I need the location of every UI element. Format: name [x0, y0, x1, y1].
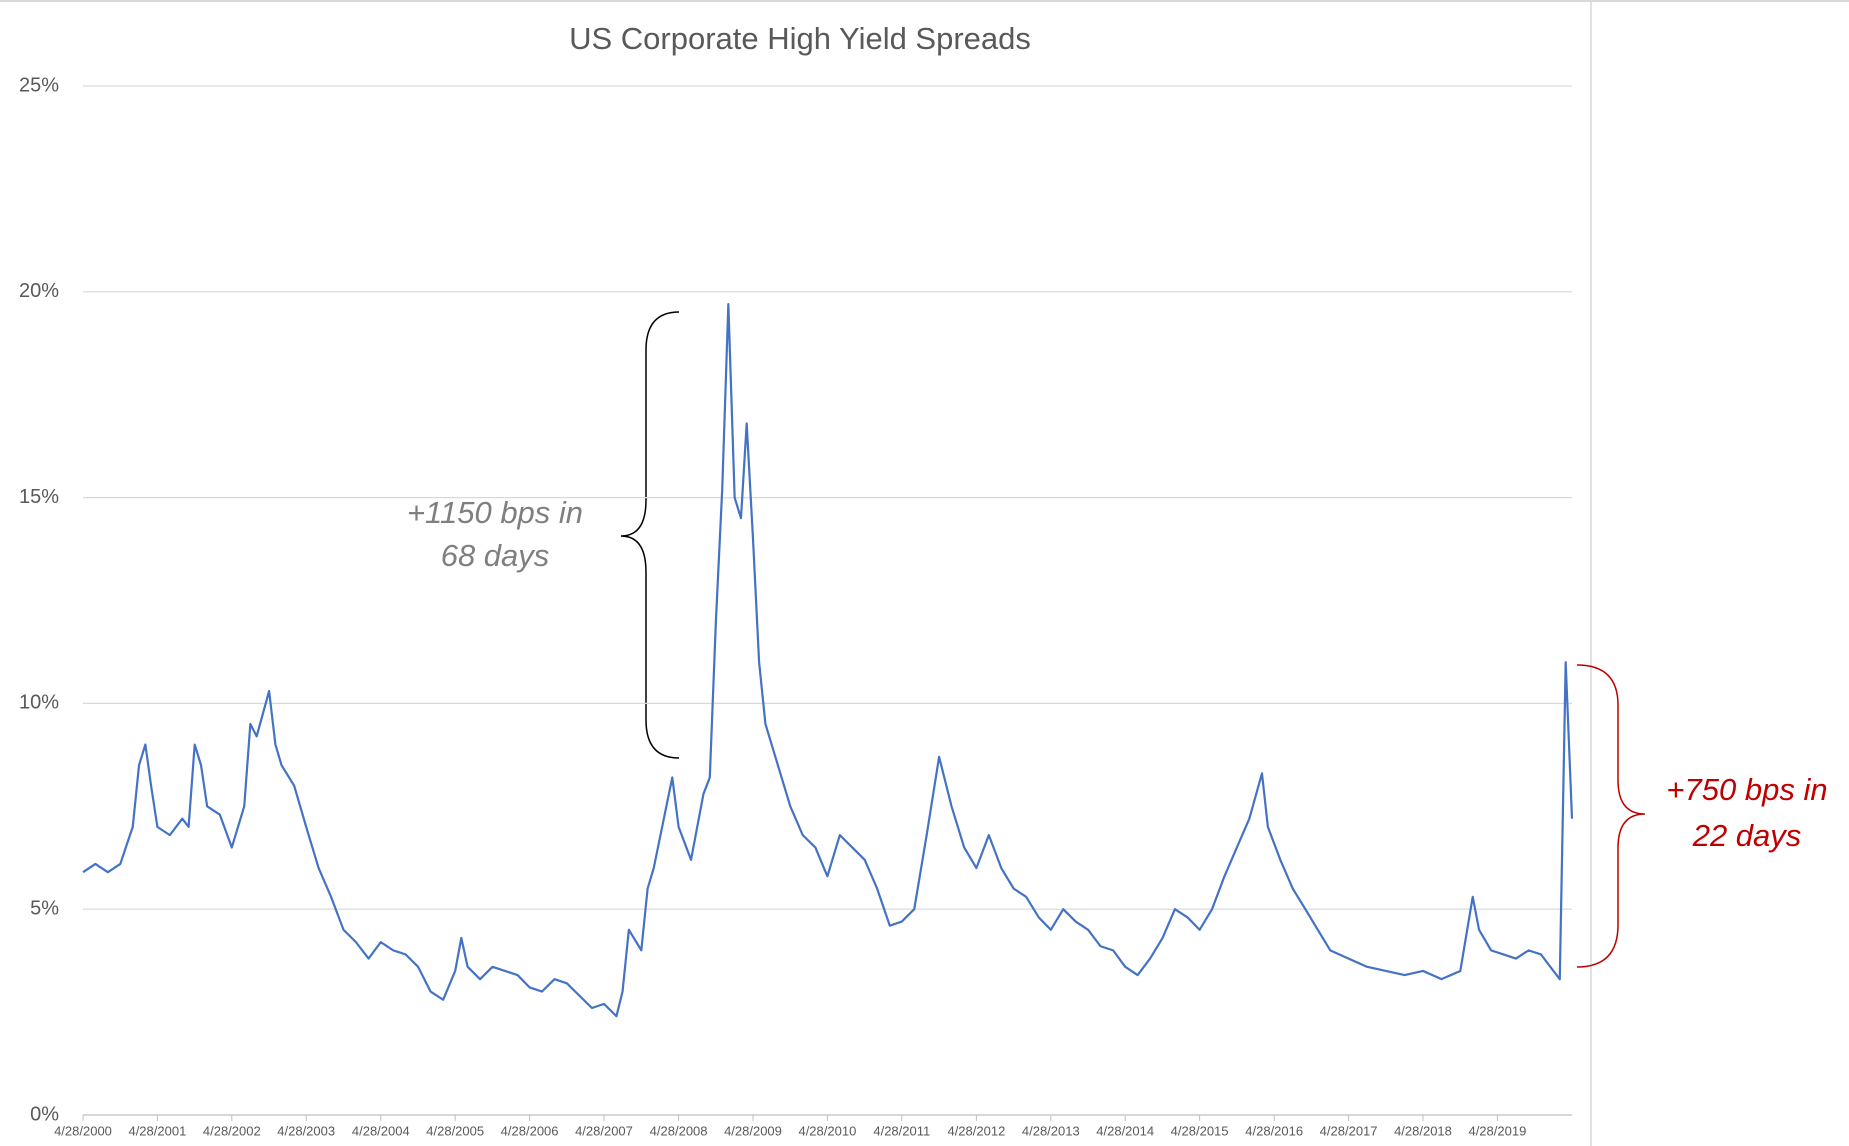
x-tick-label: 4/28/2005 — [426, 1123, 484, 1138]
x-tick-label: 4/28/2001 — [128, 1123, 186, 1138]
y-tick-label: 0% — [30, 1103, 59, 1125]
x-tick-label: 4/28/2019 — [1468, 1123, 1526, 1138]
x-tick-label: 4/28/2006 — [501, 1123, 559, 1138]
brace — [620, 311, 680, 759]
chart-title: US Corporate High Yield Spreads — [569, 21, 1031, 56]
x-tick-label: 4/28/2007 — [575, 1123, 633, 1138]
x-tick-label: 4/28/2009 — [724, 1123, 782, 1138]
x-tick-label: 4/28/2010 — [798, 1123, 856, 1138]
x-tick-label: 4/28/2003 — [277, 1123, 335, 1138]
x-tick-label: 4/28/2014 — [1096, 1123, 1154, 1138]
annotation: 22 days — [1692, 818, 1802, 853]
y-tick-label: 5% — [30, 897, 59, 919]
x-tick-label: 4/28/2013 — [1022, 1123, 1080, 1138]
line-series — [82, 303, 1574, 1018]
x-tick-label: 4/28/2002 — [203, 1123, 261, 1138]
annotation: 68 days — [441, 538, 550, 573]
x-tick-label: 4/28/2015 — [1171, 1123, 1229, 1138]
x-tick-label: 4/28/2016 — [1245, 1123, 1303, 1138]
x-tick-label: 4/28/2018 — [1394, 1123, 1452, 1138]
x-tick-label: 4/28/2008 — [650, 1123, 708, 1138]
brace — [1576, 664, 1646, 968]
x-tick-label: 4/28/2011 — [873, 1123, 930, 1138]
y-tick-label: 15% — [19, 486, 59, 508]
y-tick-label: 10% — [19, 692, 59, 714]
x-tick-label: 4/28/2017 — [1320, 1123, 1378, 1138]
annotation: +750 bps in — [1666, 772, 1827, 807]
x-tick-label: 4/28/2004 — [352, 1123, 410, 1138]
annotation: +1150 bps in — [407, 495, 583, 530]
y-tick-label: 25% — [19, 74, 59, 96]
y-tick-label: 20% — [19, 280, 59, 302]
x-tick-label: 4/28/2012 — [947, 1123, 1005, 1138]
x-tick-label: 4/28/2000 — [54, 1123, 112, 1138]
